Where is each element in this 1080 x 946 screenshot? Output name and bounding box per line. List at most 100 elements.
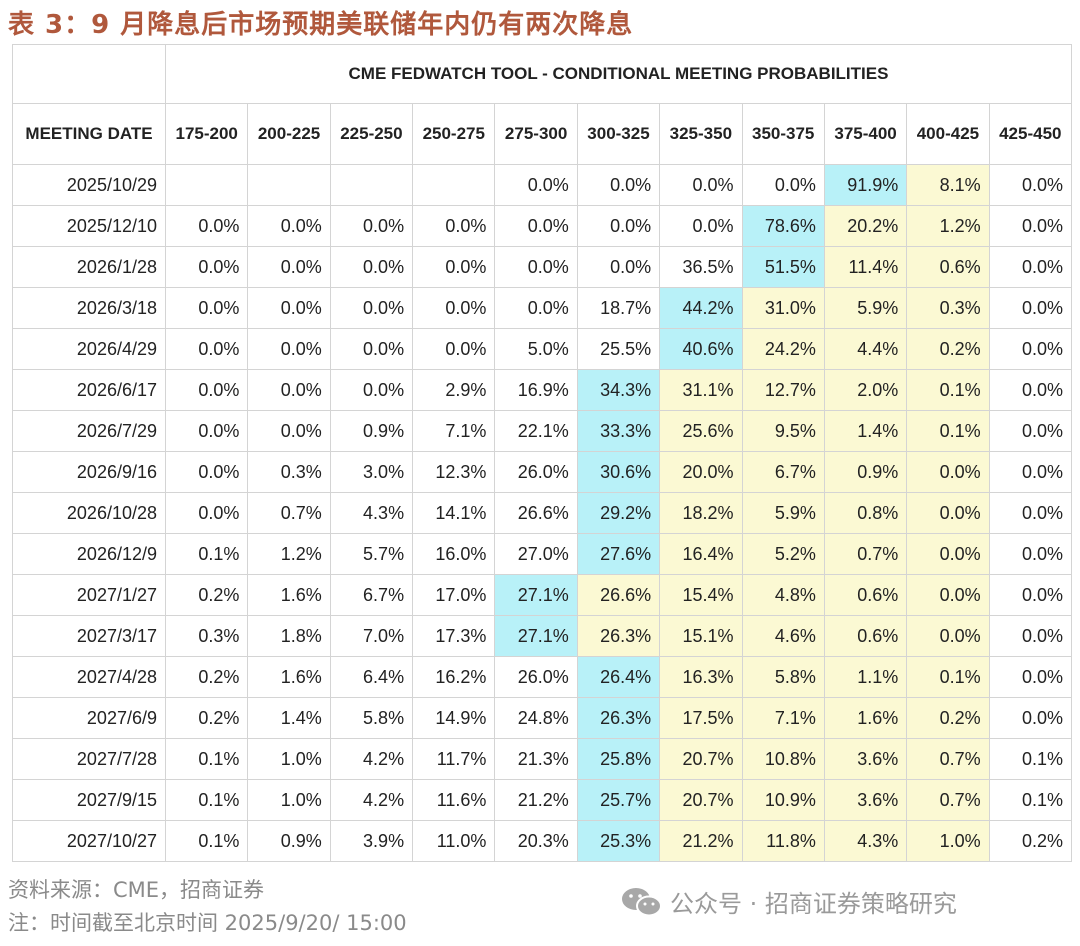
column-header: 300-325	[576, 103, 661, 165]
column-header: 400-425	[906, 103, 990, 165]
probability-cell: 0.0%	[988, 205, 1073, 247]
data-row: 2026/9/16 0.0% 0.3% 3.0% 12.3% 26.0% 30.6% 20.0…	[12, 451, 1073, 493]
data-row: 2025/12/10 0.0% 0.0% 0.0% 0.0% 0.0% 0.0% 0.0% 78…	[12, 205, 1073, 247]
probability-cell: 0.0%	[164, 205, 249, 247]
probability-cell: 1.4%	[247, 697, 331, 739]
probability-cell: 0.0%	[576, 164, 661, 206]
probability-cell: 16.2%	[412, 656, 496, 698]
probability-cell: 0.0%	[329, 205, 414, 247]
probability-cell: 1.4%	[823, 410, 908, 452]
probability-cell: 0.0%	[906, 615, 990, 657]
probability-cell: 27.1%	[494, 574, 578, 616]
title: 表 3：9 月降息后市场预期美联储年内仍有两次降息	[8, 10, 634, 40]
probability-cell: 0.8%	[823, 492, 908, 534]
probability-cell: 27.6%	[576, 533, 661, 575]
probability-cell: 0.0%	[164, 410, 249, 452]
probability-cell: 0.0%	[164, 369, 249, 411]
probability-cell: 0.0%	[988, 533, 1073, 575]
data-row: 2026/12/9 0.1% 1.2% 5.7% 16.0% 27.0% 27.6% 16.4…	[12, 533, 1073, 575]
probability-cell: 0.0%	[988, 410, 1073, 452]
probability-cell: 25.8%	[576, 738, 661, 780]
probability-cell: 0.0%	[576, 246, 661, 288]
probability-cell: 29.2%	[576, 492, 661, 534]
probability-cell: 9.5%	[741, 410, 825, 452]
column-header: MEETING DATE	[12, 103, 166, 165]
probability-cell: 7.0%	[329, 615, 414, 657]
meeting-date: 2027/3/17	[12, 615, 166, 657]
probability-cell: 0.0%	[988, 451, 1073, 493]
probability-cell: 21.2%	[494, 779, 578, 821]
probability-cell: 26.4%	[576, 656, 661, 698]
probability-cell: 0.1%	[164, 533, 249, 575]
probability-cell: 0.0%	[988, 697, 1073, 739]
probability-cell: 12.7%	[741, 369, 825, 411]
data-row: 2027/4/28 0.2% 1.6% 6.4% 16.2% 26.0% 26.4% 16.3…	[12, 656, 1073, 698]
probability-cell: 0.0%	[164, 451, 249, 493]
blank-cell	[12, 44, 166, 104]
probability-cell: 0.0%	[412, 246, 496, 288]
data-row: 2026/4/29 0.0% 0.0% 0.0% 0.0% 5.0% 25.5% 40.6% 2…	[12, 328, 1073, 370]
probability-cell: 3.6%	[823, 779, 908, 821]
probability-cell: 91.9%	[823, 164, 908, 206]
probability-cell: 0.0%	[164, 246, 249, 288]
probability-cell: 27.0%	[494, 533, 578, 575]
data-row: 2027/9/15 0.1% 1.0% 4.2% 11.6% 21.2% 25.7% 20.7…	[12, 779, 1073, 821]
probability-cell: 11.6%	[412, 779, 496, 821]
probability-cell: 21.3%	[494, 738, 578, 780]
probability-cell: 0.0%	[988, 287, 1073, 329]
probability-cell: 6.4%	[329, 656, 414, 698]
probability-cell: 5.9%	[741, 492, 825, 534]
probability-cell: 5.8%	[741, 656, 825, 698]
probability-cell: 0.0%	[659, 164, 743, 206]
column-header: 275-300	[494, 103, 578, 165]
probability-cell: 0.0%	[329, 246, 414, 288]
probability-cell: 31.1%	[659, 369, 743, 411]
probability-cell: 25.3%	[576, 820, 661, 862]
probability-cell: 25.7%	[576, 779, 661, 821]
column-header: 425-450	[988, 103, 1073, 165]
probability-cell: 14.9%	[412, 697, 496, 739]
probability-cell: 1.0%	[906, 820, 990, 862]
probability-cell: 20.0%	[659, 451, 743, 493]
probability-cell: 0.2%	[164, 574, 249, 616]
meeting-date: 2027/9/15	[12, 779, 166, 821]
probability-cell: 26.0%	[494, 451, 578, 493]
probability-cell: 0.0%	[494, 164, 578, 206]
watermark-text: 公众号 · 招商证券策略研究	[670, 890, 957, 918]
table-body: CME FEDWATCH TOOL - CONDITIONAL MEETING …	[12, 44, 1073, 862]
probability-cell: 21.2%	[659, 820, 743, 862]
probability-table: CME FEDWATCH TOOL - CONDITIONAL MEETING …	[12, 44, 1073, 862]
probability-cell: 0.1%	[164, 779, 249, 821]
probability-cell: 16.4%	[659, 533, 743, 575]
source-note: 资料来源：CME，招商证券	[8, 878, 265, 902]
probability-cell: 30.6%	[576, 451, 661, 493]
wechat-icon	[622, 887, 662, 916]
probability-cell: 11.0%	[412, 820, 496, 862]
probability-cell: 14.1%	[412, 492, 496, 534]
empty-cell	[412, 164, 496, 206]
probability-cell: 0.0%	[906, 492, 990, 534]
meeting-date: 2026/1/28	[12, 246, 166, 288]
watermark: 公众号 · 招商证券策略研究	[620, 884, 957, 919]
probability-cell: 12.3%	[412, 451, 496, 493]
probability-cell: 0.0%	[247, 410, 331, 452]
probability-cell: 0.0%	[329, 328, 414, 370]
probability-cell: 17.3%	[412, 615, 496, 657]
probability-cell: 1.6%	[247, 656, 331, 698]
empty-cell	[164, 164, 249, 206]
probability-cell: 11.7%	[412, 738, 496, 780]
probability-cell: 10.9%	[741, 779, 825, 821]
probability-cell: 0.0%	[329, 287, 414, 329]
meeting-date: 2027/7/28	[12, 738, 166, 780]
probability-cell: 0.7%	[906, 738, 990, 780]
probability-cell: 7.1%	[412, 410, 496, 452]
probability-cell: 10.8%	[741, 738, 825, 780]
data-row: 2026/1/28 0.0% 0.0% 0.0% 0.0% 0.0% 0.0% 36.5% 51…	[12, 246, 1073, 288]
meeting-date: 2026/12/9	[12, 533, 166, 575]
probability-cell: 26.3%	[576, 697, 661, 739]
probability-cell: 4.3%	[823, 820, 908, 862]
data-row: 2025/10/29 0.0% 0.0% 0.0% 0.0% 91.9% 8.1% 0.0%	[12, 164, 1073, 206]
meeting-date: 2026/9/16	[12, 451, 166, 493]
meeting-date: 2026/10/28	[12, 492, 166, 534]
probability-cell: 0.9%	[823, 451, 908, 493]
